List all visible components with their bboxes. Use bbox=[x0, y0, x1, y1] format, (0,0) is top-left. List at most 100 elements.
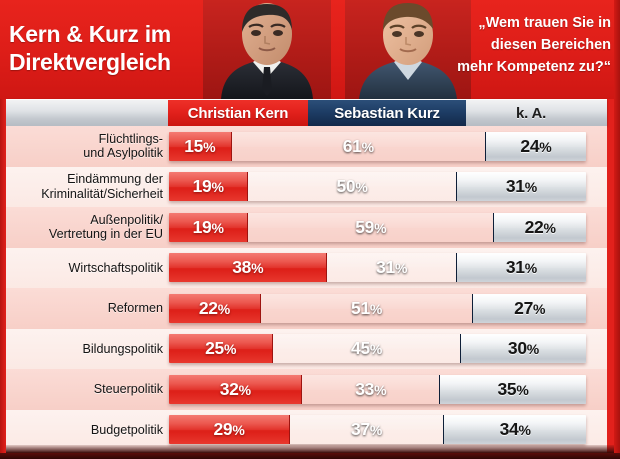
bar-segment-kurz: 33% bbox=[302, 374, 441, 404]
bar-segment-kern: 32% bbox=[169, 374, 303, 404]
chart-row: Flüchtlings-und Asylpolitik 15% 61% 24% bbox=[6, 126, 607, 167]
row-label-line: Außenpolitik/ bbox=[90, 212, 163, 227]
bar-segment-kern: 29% bbox=[169, 415, 290, 445]
bar-segment-ka: 24% bbox=[485, 131, 586, 161]
chart-row: Außenpolitik/Vertretung in der EU 19% 59% 2… bbox=[6, 207, 607, 248]
chart-row: Reformen 22% 51% 27% bbox=[6, 288, 607, 329]
row-label-line: und Asylpolitik bbox=[83, 146, 163, 161]
bar-segment-kurz: 59% bbox=[248, 212, 495, 242]
value-kurz: 59% bbox=[355, 216, 387, 237]
legend-label-kern: Christian Kern bbox=[187, 104, 289, 122]
value-kurz: 33% bbox=[355, 378, 387, 399]
value-kurz: 31% bbox=[376, 257, 408, 278]
value-ka: 31% bbox=[505, 257, 537, 278]
row-label-line: Bildungspolitik bbox=[82, 341, 163, 356]
bar-segment-kern: 19% bbox=[169, 212, 249, 242]
value-ka: 22% bbox=[524, 216, 556, 237]
left-red-border bbox=[0, 99, 6, 459]
stacked-bar: 15% 61% 24% bbox=[169, 131, 586, 161]
portrait-sebastian-kurz bbox=[345, 0, 471, 99]
stacked-bar: 19% 50% 31% bbox=[169, 172, 586, 202]
bar-segment-kurz: 31% bbox=[327, 253, 457, 283]
chart-row: Steuerpolitik 32% 33% 35% bbox=[6, 369, 607, 410]
question-line-1: „Wem trauen Sie in bbox=[478, 15, 611, 31]
value-kern: 22% bbox=[198, 297, 230, 318]
legend-label-ka: k. A. bbox=[515, 104, 547, 122]
bar-segment-kurz: 51% bbox=[260, 293, 474, 323]
legend-bar: Christian Kern Sebastian Kurz k. A. bbox=[6, 99, 607, 126]
legend-label-kurz: Sebastian Kurz bbox=[334, 104, 440, 122]
value-kern: 32% bbox=[219, 378, 251, 399]
bar-segment-ka: 31% bbox=[456, 253, 586, 283]
legend-item-sebastian-kurz: Sebastian Kurz bbox=[308, 100, 466, 126]
value-kurz: 50% bbox=[336, 176, 368, 197]
value-kern: 19% bbox=[192, 216, 224, 237]
value-kurz: 45% bbox=[351, 338, 383, 359]
value-ka: 31% bbox=[505, 176, 537, 197]
row-category-label: Wirtschaftspolitik bbox=[6, 261, 169, 276]
value-kurz: 51% bbox=[351, 297, 383, 318]
row-label-line: Flüchtlings- bbox=[98, 131, 163, 146]
bar-segment-ka: 27% bbox=[473, 293, 586, 323]
value-kurz: 61% bbox=[342, 135, 374, 156]
stacked-bar: 22% 51% 27% bbox=[169, 293, 586, 323]
bar-segment-kern: 25% bbox=[169, 334, 274, 364]
row-category-label: Bildungspolitik bbox=[6, 342, 169, 357]
bar-segment-kern: 38% bbox=[169, 253, 328, 283]
stacked-bar: 32% 33% 35% bbox=[169, 374, 586, 404]
bar-segment-kern: 22% bbox=[169, 293, 261, 323]
value-kern: 19% bbox=[192, 176, 224, 197]
value-ka: 34% bbox=[499, 419, 531, 440]
row-category-label: Steuerpolitik bbox=[6, 382, 169, 397]
row-label-line: Eindämmung der bbox=[67, 172, 163, 187]
value-ka: 35% bbox=[497, 378, 529, 399]
value-kurz: 37% bbox=[351, 419, 383, 440]
value-kern: 15% bbox=[184, 135, 216, 156]
title-line-1: Kern & Kurz im bbox=[9, 21, 171, 47]
row-label-line: Kriminalität/Sicherheit bbox=[41, 186, 163, 201]
header-banner: Kern & Kurz im Direktvergleich bbox=[0, 0, 620, 99]
chart-row: Wirtschaftspolitik 38% 31% 31% bbox=[6, 247, 607, 288]
legend-item-keine-angabe: k. A. bbox=[466, 100, 596, 126]
page-title: Kern & Kurz im Direktvergleich bbox=[9, 20, 209, 76]
value-ka: 24% bbox=[520, 135, 552, 156]
chart-row: Bildungspolitik 25% 45% 30% bbox=[6, 328, 607, 369]
title-line-2: Direktvergleich bbox=[9, 49, 171, 75]
row-label-line: Budgetpolitik bbox=[90, 422, 163, 437]
bar-segment-ka: 30% bbox=[460, 334, 586, 364]
value-kern: 25% bbox=[205, 338, 237, 359]
bottom-dark-border bbox=[0, 453, 620, 459]
row-category-label: Budgetpolitik bbox=[6, 423, 169, 438]
question-line-3: mehr Kompetenz zu?“ bbox=[457, 59, 611, 75]
row-category-label: Eindämmung der Kriminalität/Sicherheit bbox=[6, 172, 169, 201]
bar-segment-ka: 35% bbox=[440, 374, 586, 404]
row-label-line: Wirtschaftspolitik bbox=[68, 260, 163, 275]
value-kern: 38% bbox=[232, 257, 264, 278]
bar-segment-kurz: 61% bbox=[231, 131, 486, 161]
value-ka: 27% bbox=[514, 297, 546, 318]
bar-segment-kern: 15% bbox=[169, 131, 232, 161]
row-category-label: Flüchtlings-und Asylpolitik bbox=[6, 132, 169, 161]
bar-segment-kurz: 50% bbox=[248, 172, 457, 202]
value-ka: 30% bbox=[507, 338, 539, 359]
chart-row: Eindämmung der Kriminalität/Sicherheit 19%… bbox=[6, 166, 607, 207]
stacked-bar: 19% 59% 22% bbox=[169, 212, 586, 242]
row-label-line: Steuerpolitik bbox=[93, 382, 163, 396]
bar-segment-ka: 31% bbox=[456, 172, 586, 202]
poll-question: „Wem trauen Sie in diesen Bereichen mehr… bbox=[413, 12, 611, 78]
chart-rows-container: Flüchtlings-und Asylpolitik 15% 61% 24% Eind… bbox=[6, 126, 607, 453]
stacked-bar: 29% 37% 34% bbox=[169, 415, 586, 445]
bar-segment-kurz: 45% bbox=[273, 334, 461, 364]
stacked-bar: 25% 45% 30% bbox=[169, 334, 586, 364]
row-category-label: Außenpolitik/Vertretung in der EU bbox=[6, 213, 169, 242]
bar-segment-ka: 34% bbox=[444, 415, 586, 445]
chart-row: Budgetpolitik 29% 37% 34% bbox=[6, 409, 607, 450]
portrait-christian-kern bbox=[203, 0, 331, 99]
value-kern: 29% bbox=[213, 419, 245, 440]
bottom-shadow bbox=[6, 445, 614, 453]
stacked-bar: 38% 31% 31% bbox=[169, 253, 586, 283]
row-label-line: Vertretung in der EU bbox=[48, 227, 163, 242]
question-line-2: diesen Bereichen bbox=[490, 37, 611, 53]
row-category-label: Reformen bbox=[6, 301, 169, 316]
